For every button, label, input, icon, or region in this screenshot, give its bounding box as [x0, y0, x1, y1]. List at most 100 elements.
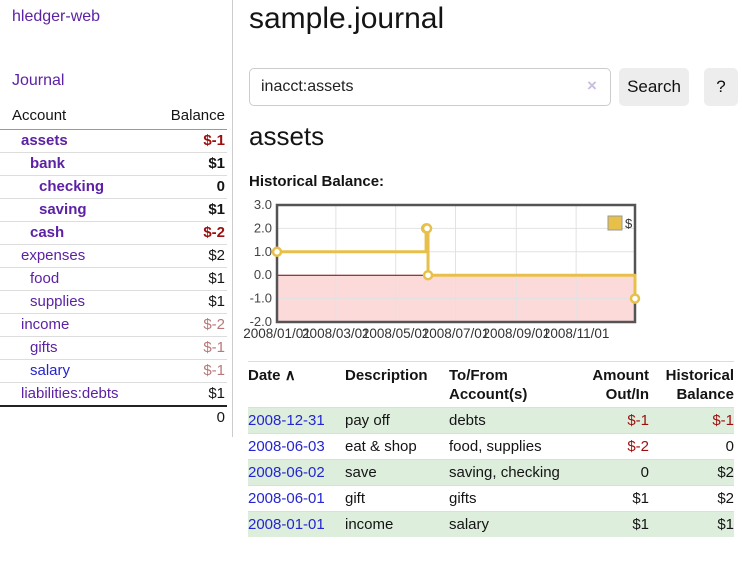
account-row: expenses $2 — [0, 244, 227, 268]
account-column-header: Account — [0, 104, 145, 130]
balance-column-header: Historical Balance — [649, 361, 734, 408]
svg-text:0.0: 0.0 — [254, 267, 272, 282]
description-column-header: Description — [345, 361, 449, 408]
account-balance: $1 — [144, 198, 227, 222]
account-balance: $1 — [144, 152, 227, 176]
transaction-date-link[interactable]: 2008-06-01 — [248, 490, 325, 507]
account-link[interactable]: food — [30, 270, 60, 287]
register-header-row: Date ∧ Description To/From Account(s) Am… — [248, 361, 734, 408]
legend-label: $ — [625, 216, 633, 231]
transaction-row: 2008-06-02 save saving, checking 0 $2 — [248, 459, 734, 486]
svg-text:2008/09/01: 2008/09/01 — [483, 326, 551, 341]
svg-text:2008/07/01: 2008/07/01 — [422, 326, 490, 341]
transaction-row: 2008-01-01 income salary $1 $1 — [248, 511, 734, 537]
account-link[interactable]: liabilities:debts — [21, 385, 119, 402]
account-row: assets $-1 — [0, 129, 227, 153]
account-tree-table: Account Balance assets $-1 bank $1 checking 0… — [0, 104, 227, 429]
accounts-column-header: To/From Account(s) — [449, 361, 574, 408]
account-row: saving $1 — [0, 198, 227, 222]
account-link[interactable]: salary — [30, 362, 71, 379]
account-row: checking 0 — [0, 175, 227, 199]
clear-search-icon[interactable]: × — [587, 76, 597, 95]
transaction-date-link[interactable]: 2008-06-02 — [248, 464, 325, 481]
account-link[interactable]: expenses — [21, 247, 86, 264]
account-total-spacer — [0, 405, 145, 429]
transaction-description: save — [345, 459, 449, 486]
account-balance: $1 — [144, 267, 227, 291]
svg-text:2008/05/01: 2008/05/01 — [362, 326, 430, 341]
app-title-link[interactable]: hledger-web — [12, 8, 101, 25]
account-row: supplies $1 — [0, 290, 227, 314]
register-table: Date ∧ Description To/From Account(s) Am… — [248, 361, 734, 537]
transaction-accounts: saving, checking — [449, 459, 574, 486]
transaction-balance: $2 — [649, 459, 734, 486]
account-row: gifts $-1 — [0, 336, 227, 360]
amount-column-header: Amount Out/In — [574, 361, 649, 408]
transaction-date-link[interactable]: 2008-12-31 — [248, 412, 325, 429]
svg-text:2.0: 2.0 — [254, 220, 272, 235]
account-row: income $-2 — [0, 313, 227, 337]
transaction-amount: 0 — [574, 459, 649, 486]
svg-text:-1.0: -1.0 — [250, 291, 272, 306]
transaction-date-link[interactable]: 2008-06-03 — [248, 438, 325, 455]
historical-balance-chart: $3.0 2.0 1.0 0.0 -1.0 -2.0 2008/01/01 2008/03/0… — [243, 197, 742, 348]
account-link[interactable]: cash — [30, 224, 65, 241]
account-link[interactable]: supplies — [30, 293, 86, 310]
transaction-amount: $1 — [574, 485, 649, 512]
account-row: food $1 — [0, 267, 227, 291]
account-balance: $-2 — [144, 313, 227, 337]
help-button[interactable]: ? — [704, 68, 738, 106]
sidebar-item-journal[interactable]: Journal — [12, 72, 65, 89]
transaction-balance: $-1 — [649, 407, 734, 434]
account-row: liabilities:debts $1 — [0, 382, 227, 407]
account-link[interactable]: checking — [39, 178, 105, 195]
transaction-date-link[interactable]: 2008-01-01 — [248, 516, 325, 533]
account-balance: 0 — [144, 175, 227, 199]
transaction-description: gift — [345, 485, 449, 512]
svg-text:2008/11/01: 2008/11/01 — [543, 326, 610, 341]
transaction-accounts: debts — [449, 407, 574, 434]
sort-ascending-icon: ∧ — [284, 367, 296, 384]
transaction-amount: $-2 — [574, 433, 649, 460]
transaction-amount: $-1 — [574, 407, 649, 434]
account-link[interactable]: income — [21, 316, 70, 333]
search-input[interactable] — [249, 68, 611, 106]
transaction-balance: $1 — [649, 511, 734, 537]
account-balance: $-2 — [144, 221, 227, 245]
account-table-header: Account Balance — [0, 104, 227, 130]
transaction-accounts: salary — [449, 511, 574, 537]
account-link[interactable]: gifts — [30, 339, 58, 356]
sidebar: hledger-web Journal Account Balance asse… — [0, 0, 233, 437]
search-bar: × Search ? — [249, 68, 738, 106]
account-total-value: 0 — [144, 405, 227, 429]
main-content: sample.journal × Search ? assets Histori… — [243, 0, 738, 582]
date-column-header[interactable]: Date ∧ — [248, 361, 345, 408]
account-link[interactable]: bank — [30, 155, 66, 172]
account-link[interactable]: saving — [39, 201, 87, 218]
transaction-balance: 0 — [649, 433, 734, 460]
svg-text:-2.0: -2.0 — [250, 314, 272, 329]
account-link[interactable]: assets — [21, 132, 68, 149]
transaction-description: eat & shop — [345, 433, 449, 460]
svg-text:2008/03/01: 2008/03/01 — [302, 326, 370, 341]
svg-text:2008/01/01: 2008/01/01 — [243, 326, 311, 341]
account-balance: $-1 — [144, 129, 227, 153]
svg-text:1.0: 1.0 — [254, 244, 272, 259]
transaction-row: 2008-06-03 eat & shop food, supplies $-2 0 — [248, 433, 734, 460]
transaction-row: 2008-12-31 pay off debts $-1 $-1 — [248, 407, 734, 434]
account-row: cash $-2 — [0, 221, 227, 245]
account-heading: assets — [249, 121, 325, 151]
transaction-row: 2008-06-01 gift gifts $1 $2 — [248, 485, 734, 512]
transaction-amount: $1 — [574, 511, 649, 537]
account-balance: $1 — [144, 382, 227, 407]
page-title: sample.journal — [249, 2, 445, 35]
transaction-description: pay off — [345, 407, 449, 434]
account-row: bank $1 — [0, 152, 227, 176]
account-row: salary $-1 — [0, 359, 227, 383]
svg-text:3.0: 3.0 — [254, 197, 272, 212]
search-button[interactable]: Search — [619, 68, 689, 106]
transaction-balance: $2 — [649, 485, 734, 512]
balance-column-header: Balance — [144, 104, 227, 130]
account-balance: $-1 — [144, 359, 227, 383]
transaction-accounts: food, supplies — [449, 433, 574, 460]
